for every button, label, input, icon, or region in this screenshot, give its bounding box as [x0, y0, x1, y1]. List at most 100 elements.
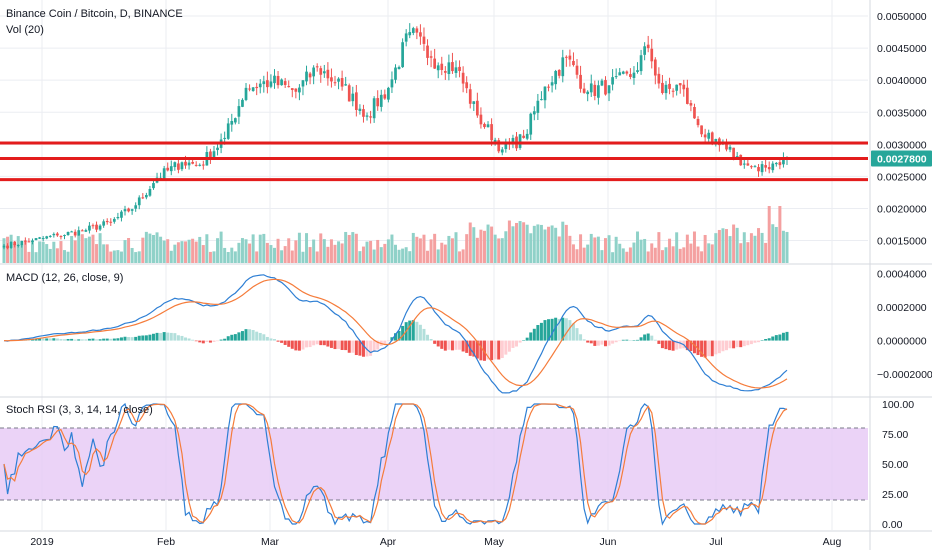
volume-bar [525, 224, 529, 263]
candle-body [31, 240, 34, 242]
volume-bar [757, 228, 761, 263]
volume-bar [500, 238, 504, 263]
candle-body [233, 118, 237, 123]
candle-body [394, 67, 397, 80]
candle-body [760, 164, 764, 173]
macd-hist-bar [472, 340, 476, 357]
candle-body [198, 164, 202, 166]
volume-bar [240, 238, 244, 263]
volume-bar [297, 232, 301, 263]
main-pane[interactable] [0, 23, 868, 263]
volume-bar [760, 232, 764, 263]
macd-hist-bar [764, 339, 768, 341]
macd-hist-bar [248, 329, 252, 341]
macd-hist-bar [639, 337, 643, 341]
macd-hist-bar [337, 340, 341, 349]
macd-hist-bar [447, 340, 451, 350]
candle-body [91, 225, 95, 227]
candle-body [443, 71, 447, 73]
volume-bar [753, 235, 757, 263]
candle-body [572, 60, 575, 66]
candle-body [753, 166, 757, 168]
candle-body [45, 236, 49, 239]
volume-bar [98, 233, 102, 263]
volume-bar [6, 236, 10, 263]
candle-body [13, 241, 17, 246]
candle-body [547, 86, 550, 88]
macd-hist-bar [735, 340, 739, 348]
volume-bar [675, 232, 679, 263]
volume-bar [539, 224, 543, 263]
candle-body [169, 166, 173, 172]
candle-body [223, 137, 227, 139]
candle-body [84, 230, 88, 232]
macd-hist-bar [212, 340, 216, 342]
macd-hist-bar [98, 339, 102, 341]
candle-body [266, 80, 269, 88]
candle-body [525, 133, 529, 139]
macd-hist-bar [376, 340, 380, 350]
candle-body [653, 59, 657, 76]
volume-bar [258, 234, 262, 263]
candle-body [621, 71, 625, 74]
macd-hist-bar [692, 340, 696, 354]
stoch-rsi-pane[interactable] [0, 402, 868, 526]
candle-body [379, 94, 383, 107]
macd-hist-bar [322, 340, 326, 346]
volume-bar [55, 248, 59, 263]
macd-pane[interactable] [3, 274, 789, 394]
macd-hist-bar [187, 338, 191, 341]
candle-body [486, 124, 490, 128]
volume-bar [248, 243, 252, 263]
volume-bar [173, 244, 177, 263]
volume-bar [354, 233, 358, 263]
candle-body [248, 88, 251, 90]
macd-hist-bar [593, 340, 597, 346]
macd-hist-bar [408, 320, 412, 341]
candle-body [476, 100, 479, 116]
macd-hist-bar [201, 340, 205, 344]
macd-hist-bar [34, 338, 38, 341]
candle-body [387, 87, 390, 100]
macd-hist-bar [732, 340, 736, 349]
volume-bar [557, 236, 561, 263]
time-tick-Feb: Feb [157, 536, 175, 548]
volume-bar [732, 224, 736, 263]
candle-body [63, 235, 66, 237]
volume-bar [767, 206, 771, 263]
macd-hist-bar [493, 340, 497, 360]
candle-body [415, 28, 419, 33]
macd-hist-bar [685, 340, 689, 351]
candle-body [312, 67, 315, 77]
macd-hist-bar [134, 336, 138, 341]
volume-bar [38, 241, 42, 263]
candle-body [73, 231, 77, 236]
candle-body [629, 74, 632, 77]
volume-bar [710, 244, 714, 263]
macd-hist-bar [141, 335, 145, 341]
candle-body [643, 46, 646, 55]
macd-hist-bar [48, 338, 52, 341]
candle-body [166, 167, 170, 171]
macd-hist-bar [176, 335, 180, 341]
candle-body [344, 84, 348, 86]
volume-bar [771, 224, 775, 263]
volume-bar [63, 250, 66, 263]
candle-body [41, 238, 45, 240]
macd-hist-bar [728, 340, 732, 349]
volume-bar [255, 251, 259, 263]
volume-bar [216, 238, 220, 263]
macd-hist-bar [607, 340, 611, 346]
macd-hist-bar [137, 335, 141, 341]
candle-body [201, 164, 205, 166]
volume-bar [408, 251, 412, 263]
volume-bar [205, 234, 209, 263]
volume-bar [639, 239, 643, 263]
volume-bar [547, 226, 551, 263]
macd-hist-bar [426, 334, 430, 341]
macd-hist-bar [240, 331, 244, 341]
candle-body [536, 100, 540, 113]
macd-hist-bar [497, 340, 501, 360]
macd-hist-bar [571, 323, 575, 341]
